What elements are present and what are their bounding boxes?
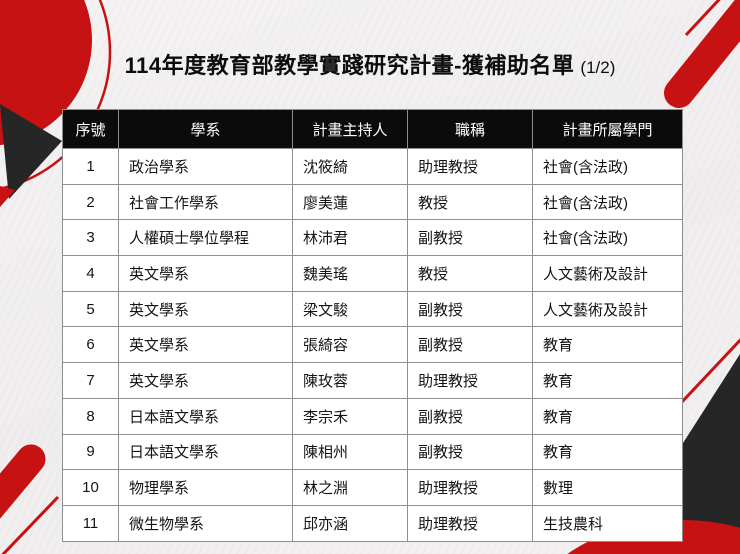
table-body: 1 政治學系 沈筱綺 助理教授 社會(含法政) 2 社會工作學系 廖美蓮 教授 … [62,148,683,542]
cell-department: 英文學系 [118,255,293,292]
cell-job-title: 副教授 [407,219,533,257]
cell-principal-investigator: 張綺容 [292,326,408,364]
cell-discipline: 社會(含法政) [532,183,683,221]
cell-discipline: 生技農科 [532,504,683,542]
cell-serial-number: 4 [62,255,119,292]
grant-list-table: 序號 學系 計畫主持人 職稱 計畫所屬學門 1 政治學系 沈筱綺 助理教授 社會(含法政… [62,109,683,542]
cell-department: 英文學系 [118,362,293,399]
cell-department: 物理學系 [118,469,293,506]
cell-department: 政治學系 [118,148,293,185]
cell-job-title: 副教授 [407,326,533,364]
topright-red-line-shape [684,0,721,37]
column-header: 職稱 [407,109,533,149]
table-row: 9 日本語文學系 陳相州 副教授 教育 [62,433,683,471]
table-row: 5 英文學系 梁文駿 副教授 人文藝術及設計 [62,290,683,328]
table-row: 4 英文學系 魏美瑤 教授 人文藝術及設計 [62,255,683,292]
cell-department: 社會工作學系 [118,183,293,221]
cell-discipline: 教育 [532,433,683,471]
cell-serial-number: 8 [62,397,119,435]
cell-serial-number: 5 [62,290,119,328]
cell-job-title: 助理教授 [407,362,533,399]
page-title: 114年度教育部教學實踐研究計畫-獲補助名單 (1/2) [0,48,740,80]
cell-principal-investigator: 魏美瑤 [292,255,408,292]
cell-discipline: 人文藝術及設計 [532,290,683,328]
cell-job-title: 副教授 [407,397,533,435]
cell-serial-number: 11 [62,504,119,542]
cell-discipline: 人文藝術及設計 [532,255,683,292]
cell-principal-investigator: 邱亦涵 [292,504,408,542]
cell-principal-investigator: 林沛君 [292,219,408,257]
title-text: 114年度教育部教學實踐研究計畫-獲補助名單 [124,53,575,78]
cell-job-title: 教授 [407,183,533,221]
table-header-row: 序號 學系 計畫主持人 職稱 計畫所屬學門 [62,109,683,149]
cell-job-title: 助理教授 [407,469,533,506]
column-header: 計畫所屬學門 [532,109,683,149]
table-row: 11 微生物學系 邱亦涵 助理教授 生技農科 [62,504,683,542]
page-indicator: (1/2) [580,58,616,77]
cell-serial-number: 7 [62,362,119,399]
cell-principal-investigator: 廖美蓮 [292,183,408,221]
cell-department: 日本語文學系 [118,433,293,471]
cell-discipline: 教育 [532,326,683,364]
cell-principal-investigator: 陳相州 [292,433,408,471]
cell-job-title: 助理教授 [407,504,533,542]
cell-department: 英文學系 [118,290,293,328]
cell-serial-number: 6 [62,326,119,364]
bottomleft-red-stripe-shape [0,444,46,519]
cell-serial-number: 1 [62,148,119,185]
topleft-red-sliver-shape [0,186,15,207]
cell-serial-number: 2 [62,183,119,221]
cell-serial-number: 3 [62,219,119,257]
topleft-dark-triangle-shape [0,104,62,199]
cell-principal-investigator: 沈筱綺 [292,148,408,185]
bottomright-red-line-shape [678,338,740,406]
cell-department: 英文學系 [118,326,293,364]
cell-principal-investigator: 林之淵 [292,469,408,506]
cell-principal-investigator: 梁文駿 [292,290,408,328]
cell-discipline: 教育 [532,397,683,435]
table-row: 10 物理學系 林之淵 助理教授 數理 [62,469,683,506]
cell-serial-number: 10 [62,469,119,506]
table-row: 6 英文學系 張綺容 副教授 教育 [62,326,683,364]
column-header: 計畫主持人 [292,109,408,149]
cell-principal-investigator: 陳玫蓉 [292,362,408,399]
table-row: 8 日本語文學系 李宗禾 副教授 教育 [62,397,683,435]
column-header: 學系 [118,109,293,149]
cell-department: 微生物學系 [118,504,293,542]
cell-serial-number: 9 [62,433,119,471]
cell-department: 人權碩士學位學程 [118,219,293,257]
bottomleft-red-line-shape [1,495,60,554]
cell-job-title: 助理教授 [407,148,533,185]
table-row: 7 英文學系 陳玫蓉 助理教授 教育 [62,362,683,399]
table-row: 1 政治學系 沈筱綺 助理教授 社會(含法政) [62,148,683,185]
cell-discipline: 教育 [532,362,683,399]
cell-discipline: 數理 [532,469,683,506]
cell-principal-investigator: 李宗禾 [292,397,408,435]
cell-job-title: 副教授 [407,290,533,328]
table-row: 3 人權碩士學位學程 林沛君 副教授 社會(含法政) [62,219,683,257]
column-header: 序號 [62,109,119,149]
cell-discipline: 社會(含法政) [532,148,683,185]
cell-job-title: 教授 [407,255,533,292]
cell-department: 日本語文學系 [118,397,293,435]
cell-job-title: 副教授 [407,433,533,471]
cell-discipline: 社會(含法政) [532,219,683,257]
header-row: 序號 學系 計畫主持人 職稱 計畫所屬學門 [62,109,683,149]
table-row: 2 社會工作學系 廖美蓮 教授 社會(含法政) [62,183,683,221]
